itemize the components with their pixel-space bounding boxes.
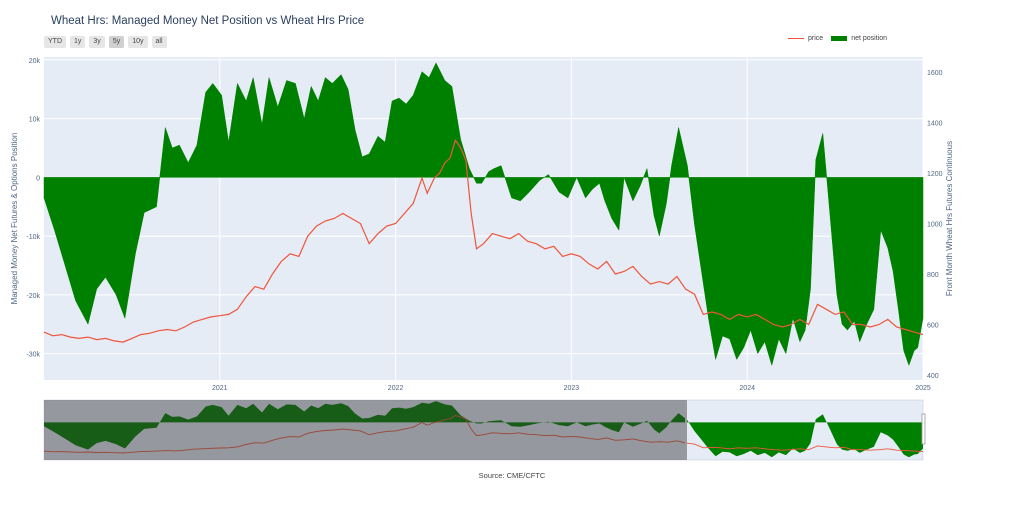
range-button-10y[interactable]: 10y <box>128 36 148 48</box>
range-button-all[interactable]: all <box>151 36 167 48</box>
x-tick-label: 2024 <box>739 385 755 392</box>
chart-canvas[interactable]: 20k 10k 0 -10k -20k -30k 1600 1400 1200 1000 800 60… <box>0 0 1024 470</box>
x-tick-label: 2023 <box>564 385 580 392</box>
y-left-tick-label: -20k <box>26 293 40 300</box>
range-button-ytd[interactable]: YTD <box>44 36 66 48</box>
x-tick-label: 2022 <box>388 385 404 392</box>
y-right-tick-label: 1400 <box>927 121 943 128</box>
legend-item-net-position[interactable]: net position <box>831 35 887 42</box>
y-right-tick-label: 800 <box>927 272 939 279</box>
legend-net-swatch <box>831 36 848 41</box>
y-left-tick-label: -30k <box>26 352 40 359</box>
y-left-tick-label: 10k <box>29 117 41 124</box>
y-right-axis-title: Front Month Wheat Hrs Futures Continuous <box>945 141 954 296</box>
range-slider-mask <box>44 400 686 460</box>
y-left-axis-title: Managed Money Net Futures & Options Posi… <box>10 133 19 305</box>
y-right-tick-label: 1000 <box>927 222 943 229</box>
y-left-tick-label: 0 <box>36 175 40 182</box>
x-tick-label: 2025 <box>915 385 931 392</box>
series-net-position-area <box>43 62 924 367</box>
legend: price net position <box>788 35 895 42</box>
x-tick-label: 2021 <box>212 385 228 392</box>
legend-price-swatch <box>788 38 804 39</box>
legend-item-price[interactable]: price <box>788 35 823 42</box>
legend-price-label: price <box>808 35 824 42</box>
range-slider-handle-left[interactable] <box>685 400 687 460</box>
y-right-tick-label: 1600 <box>927 70 943 77</box>
range-selector: YTD 1y 3y 5y 10y all <box>44 36 167 48</box>
y-left-tick-label: -10k <box>26 234 40 241</box>
range-button-1y[interactable]: 1y <box>70 36 86 48</box>
range-button-3y[interactable]: 3y <box>89 36 105 48</box>
series-price-line <box>43 138 924 343</box>
legend-net-label: net position <box>851 35 887 42</box>
range-slider-price-line <box>43 415 924 454</box>
chart-title: Wheat Hrs: Managed Money Net Position vs… <box>51 15 365 27</box>
range-button-5y[interactable]: 5y <box>108 36 125 48</box>
source-note: Source: CME/CFTC <box>478 471 546 480</box>
range-slider-net-area <box>44 401 923 458</box>
range-slider-handle-right[interactable] <box>921 413 926 445</box>
y-left-tick-label: 20k <box>29 58 41 65</box>
y-right-tick-label: 600 <box>927 322 939 329</box>
y-right-tick-label: 400 <box>927 373 939 380</box>
y-right-tick-label: 1200 <box>927 171 943 178</box>
